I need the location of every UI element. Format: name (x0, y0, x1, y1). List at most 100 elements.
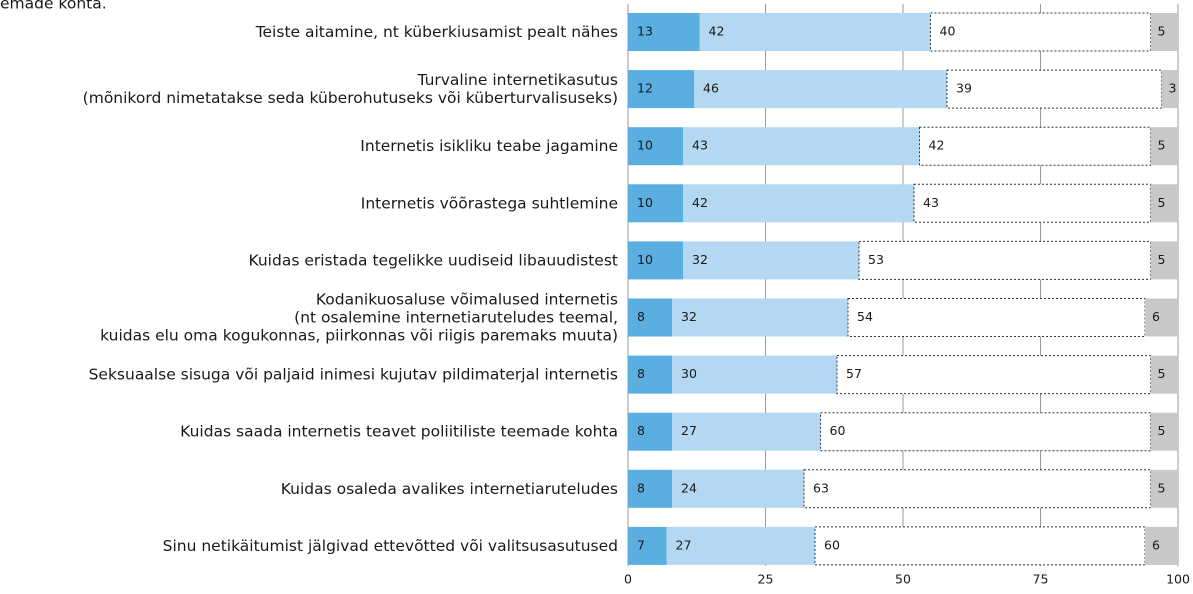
bar-segment (699, 13, 931, 51)
bar-segment (1150, 184, 1178, 223)
bar-segment (628, 70, 694, 109)
y-tick-label: Internetis isikliku teabe jagamine (360, 137, 618, 155)
x-tick-label: 50 (895, 572, 911, 587)
value-label: 5 (1158, 195, 1166, 210)
bar-segment (628, 526, 667, 565)
y-tick-label-line: Turvaline internetikasutus (416, 71, 618, 89)
bar-segment (858, 240, 1151, 280)
value-label: 39 (956, 81, 972, 96)
bar-segment (628, 469, 672, 508)
value-label: 40 (940, 24, 956, 39)
bar-segment (1150, 127, 1178, 166)
value-label: 27 (681, 423, 697, 438)
bar-segment (1150, 469, 1178, 508)
y-tick-label-line: kuidas elu oma kogukonnas, piirkonnas võ… (100, 326, 618, 344)
y-tick-label-line: Seksuaalse sisuga või paljaid inimesi ku… (89, 365, 618, 383)
bar-segment (1161, 70, 1178, 109)
value-label: 42 (709, 24, 725, 39)
bar-segment (628, 298, 672, 337)
value-label: 57 (846, 366, 862, 381)
value-label: 53 (868, 252, 884, 267)
bar-segment (803, 469, 1151, 509)
value-label: 42 (929, 138, 945, 153)
value-label: 54 (857, 309, 873, 324)
y-tick-label: Sinu netikäitumist jälgivad ettevõtted v… (163, 536, 618, 554)
value-label: 8 (637, 480, 645, 495)
value-label: 6 (1152, 537, 1160, 552)
value-label: 5 (1158, 24, 1166, 39)
bar-segment (683, 241, 859, 280)
y-tick-label-line: Kuidas osaleda avalikes internetiarutelu… (281, 479, 618, 497)
bar-segment (672, 469, 804, 508)
bar-segment (1145, 298, 1178, 337)
bar-segment (1145, 526, 1178, 565)
value-label: 24 (681, 480, 697, 495)
y-tick-label-line: Internetis võõrastega suhtlemine (361, 194, 618, 212)
bar-segment (1150, 412, 1178, 451)
value-label: 5 (1158, 252, 1166, 267)
bar-segment (672, 355, 837, 394)
bar-segment (683, 184, 914, 223)
x-tick-label: 0 (624, 572, 632, 587)
x-tick-label: 25 (758, 572, 774, 587)
bar-segment (1150, 241, 1178, 280)
bar-segment (672, 412, 821, 451)
value-label: 8 (637, 423, 645, 438)
bar-segment (628, 127, 683, 166)
value-label: 8 (637, 309, 645, 324)
value-label: 63 (813, 480, 829, 495)
x-tick-label: 100 (1166, 572, 1190, 587)
bar-segment (930, 12, 1151, 52)
value-label: 13 (637, 24, 653, 39)
y-tick-label: Seksuaalse sisuga või paljaid inimesi ku… (89, 365, 618, 383)
bar-segment (628, 412, 672, 451)
value-label: 10 (637, 252, 653, 267)
value-label: 8 (637, 366, 645, 381)
y-tick-label: Teiste aitamine, nt küberkiusamist pealt… (255, 23, 618, 41)
y-tick-label: Kodanikuosaluse võimalused internetis (nt… (100, 290, 618, 344)
y-tick-label: Kuidas saada internetis teavet poliitili… (180, 422, 618, 440)
value-label: 60 (830, 423, 846, 438)
bar-segment (683, 127, 920, 166)
y-tick-label-line: Sinu netikäitumist jälgivad ettevõtted v… (163, 536, 618, 554)
y-tick-label-line: (mõnikord nimetatakse seda küberohutusek… (83, 89, 618, 107)
value-label: 32 (681, 309, 697, 324)
bar-segment (628, 13, 700, 51)
bar-segment (1150, 13, 1178, 51)
value-label: 12 (637, 81, 653, 96)
value-label: 10 (637, 138, 653, 153)
value-label: 5 (1158, 423, 1166, 438)
bar-segment (672, 298, 848, 337)
y-tick-label: Kuidas osaleda avalikes internetiarutelu… (281, 479, 618, 497)
value-label: 32 (692, 252, 708, 267)
y-tick-label: Turvaline internetikasutus (mõnikord nime… (83, 71, 618, 107)
value-label: 30 (681, 366, 697, 381)
y-tick-label-line: Internetis isikliku teabe jagamine (360, 137, 618, 155)
value-label: 27 (676, 537, 692, 552)
value-label: 43 (923, 195, 939, 210)
bar-segment (628, 241, 683, 280)
bar-segment (847, 298, 1146, 337)
bar-segment (919, 126, 1151, 166)
value-label: 46 (703, 81, 719, 96)
bar-segment (628, 355, 672, 394)
y-tick-label: Kuidas eristada tegelikke uudiseid libau… (248, 251, 618, 269)
bar-segment (628, 184, 683, 223)
bar-segment (694, 70, 947, 109)
bar-segment (836, 355, 1151, 395)
value-label: 3 (1169, 81, 1177, 96)
bar-segment (666, 526, 815, 565)
x-tick-label: 75 (1033, 572, 1049, 587)
bar-segment (1150, 355, 1178, 394)
value-label: 5 (1158, 480, 1166, 495)
y-tick-label: Internetis võõrastega suhtlemine (361, 194, 618, 212)
value-label: 60 (824, 537, 840, 552)
y-tick-label-line: Kodanikuosaluse võimalused internetis (316, 290, 618, 308)
y-tick-label-line: Kuidas saada internetis teavet poliitili… (180, 422, 618, 440)
bar-segment (946, 69, 1162, 109)
value-label: 5 (1158, 366, 1166, 381)
value-label: 6 (1152, 309, 1160, 324)
value-label: 43 (692, 138, 708, 153)
y-tick-label-line: Teiste aitamine, nt küberkiusamist pealt… (255, 23, 618, 41)
